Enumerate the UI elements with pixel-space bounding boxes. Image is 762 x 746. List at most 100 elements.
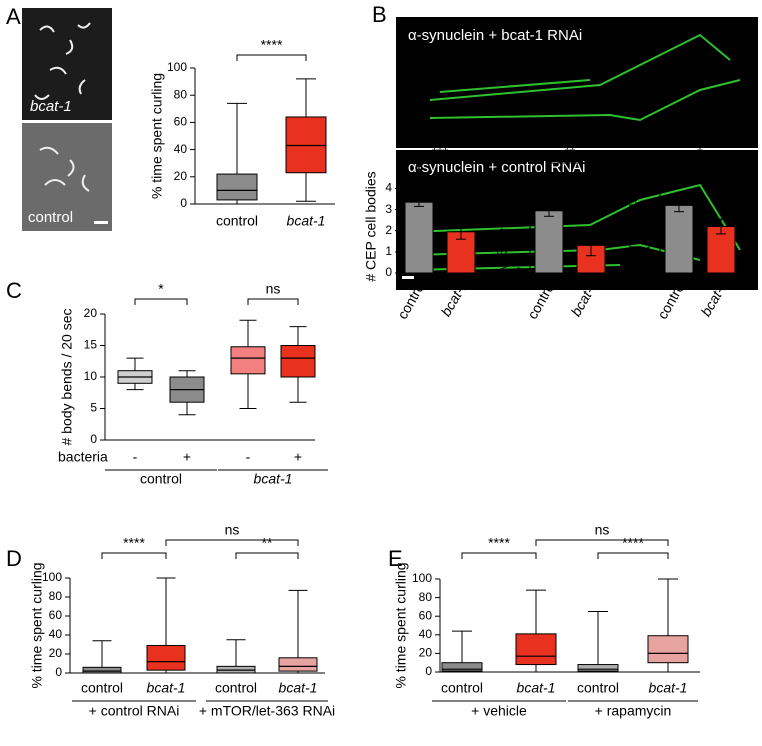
x-tick-label: control bbox=[216, 213, 258, 229]
x-tick-label: + bbox=[294, 449, 302, 465]
group-label: + vehicle bbox=[471, 703, 527, 719]
significance-label: ** bbox=[565, 145, 576, 161]
significance-bracket bbox=[597, 552, 669, 559]
significance-label: ns bbox=[595, 522, 610, 538]
image-label: bcat-1 bbox=[30, 98, 72, 115]
significance-bracket bbox=[235, 552, 299, 559]
panel-label: C bbox=[6, 278, 22, 303]
significance-bracket bbox=[165, 539, 299, 546]
y-tick-label: 0 bbox=[180, 196, 187, 210]
image-a-bottom bbox=[22, 123, 112, 231]
y-tick-label: 2 bbox=[645, 223, 652, 237]
x-tick-label: bcat-1 bbox=[147, 680, 186, 696]
significance-label: ** bbox=[262, 535, 273, 551]
bar bbox=[664, 204, 694, 274]
y-tick-label: 100 bbox=[167, 60, 187, 74]
significance-bracket bbox=[418, 162, 462, 169]
y-tick-label: 60 bbox=[49, 608, 63, 622]
x-tick-label: bcat-1 bbox=[279, 680, 318, 696]
y-tick-label: 0 bbox=[645, 265, 652, 279]
image-label: α-synuclein + bcat-1 RNAi bbox=[408, 27, 582, 44]
x-tick-label: bcat-1 bbox=[517, 680, 556, 696]
x-tick-label: - bbox=[133, 449, 138, 465]
scale-bar bbox=[402, 276, 414, 279]
y-tick-label: 20 bbox=[419, 646, 433, 660]
x-tick-label: - bbox=[246, 449, 251, 465]
y-tick-label: 2 bbox=[385, 223, 392, 237]
y-tick-label: 1 bbox=[645, 244, 652, 258]
panel-label: A bbox=[6, 4, 21, 29]
y-tick-label: 80 bbox=[174, 87, 188, 101]
significance-label: *** bbox=[432, 145, 449, 161]
x-tick-label: control bbox=[81, 680, 123, 696]
y-tick-label: 4 bbox=[645, 181, 652, 195]
y-axis-label: % time spent curling bbox=[149, 73, 165, 199]
box bbox=[515, 633, 557, 666]
significance-bracket bbox=[247, 298, 299, 305]
box bbox=[278, 657, 318, 672]
bar bbox=[404, 201, 434, 274]
y-tick-label: 40 bbox=[49, 627, 63, 641]
group-label: + control RNAi bbox=[89, 703, 180, 719]
significance-bracket bbox=[461, 552, 537, 559]
x-axis-label: bacteria bbox=[58, 449, 108, 465]
x-tick-label: bcat-1 bbox=[287, 213, 326, 229]
y-tick-label: 0 bbox=[385, 265, 392, 279]
significance-label: **** bbox=[123, 535, 145, 551]
bar bbox=[534, 210, 564, 274]
neurons bbox=[429, 33, 741, 122]
image-b-top bbox=[396, 17, 758, 148]
box bbox=[285, 116, 327, 174]
box bbox=[441, 662, 483, 672]
y-tick-label: 60 bbox=[174, 115, 188, 129]
y-tick-label: 10 bbox=[84, 369, 98, 383]
y-axis-label: % time spent curling bbox=[29, 562, 45, 688]
y-tick-label: 0 bbox=[515, 265, 522, 279]
y-tick-label: 5 bbox=[90, 401, 97, 415]
significance-label: **** bbox=[622, 535, 644, 551]
y-tick-label: 15 bbox=[84, 338, 98, 352]
panel-label: B bbox=[372, 2, 387, 27]
x-tick-label: control bbox=[441, 680, 483, 696]
y-tick-label: 40 bbox=[419, 627, 433, 641]
significance-label: * bbox=[697, 145, 703, 161]
significance-label: * bbox=[158, 281, 164, 297]
y-tick-label: 80 bbox=[49, 589, 63, 603]
panel-label: D bbox=[6, 546, 22, 571]
significance-bracket bbox=[678, 162, 722, 169]
significance-bracket bbox=[101, 552, 167, 559]
x-tick-label: + bbox=[183, 449, 191, 465]
group-label: + rapamycin bbox=[595, 703, 672, 719]
image-label: control bbox=[28, 209, 73, 226]
group-label: + mTOR/let-363 RNAi bbox=[199, 703, 335, 719]
box bbox=[216, 173, 258, 201]
y-tick-label: 0 bbox=[425, 664, 432, 678]
group-label: bcat-1 bbox=[254, 471, 293, 487]
x-tick-label: bcat-1 bbox=[649, 680, 688, 696]
box bbox=[146, 644, 186, 671]
significance-label: **** bbox=[488, 535, 510, 551]
y-tick-label: 60 bbox=[419, 608, 433, 622]
y-axis-label: # body bends / 20 sec bbox=[59, 309, 75, 446]
box bbox=[280, 345, 316, 378]
group-label: control bbox=[140, 471, 182, 487]
y-tick-label: 3 bbox=[645, 202, 652, 216]
worms bbox=[34, 22, 91, 100]
significance-label: **** bbox=[261, 37, 283, 53]
x-tick-label: control bbox=[577, 680, 619, 696]
box bbox=[577, 664, 619, 672]
box bbox=[82, 666, 122, 674]
y-axis-label: # ADE cell bodies bbox=[494, 177, 510, 287]
significance-label: ns bbox=[266, 281, 281, 297]
y-tick-label: 100 bbox=[42, 570, 62, 584]
significance-bracket bbox=[535, 539, 669, 546]
worms bbox=[39, 146, 90, 192]
x-tick-label: control bbox=[215, 680, 257, 696]
box bbox=[230, 346, 266, 375]
y-tick-label: 4 bbox=[385, 181, 392, 195]
y-axis-label: # normal neurites bbox=[624, 172, 640, 280]
significance-bracket bbox=[548, 162, 592, 169]
y-tick-label: 20 bbox=[84, 306, 98, 320]
image-label: α-synuclein + control RNAi bbox=[408, 159, 586, 176]
